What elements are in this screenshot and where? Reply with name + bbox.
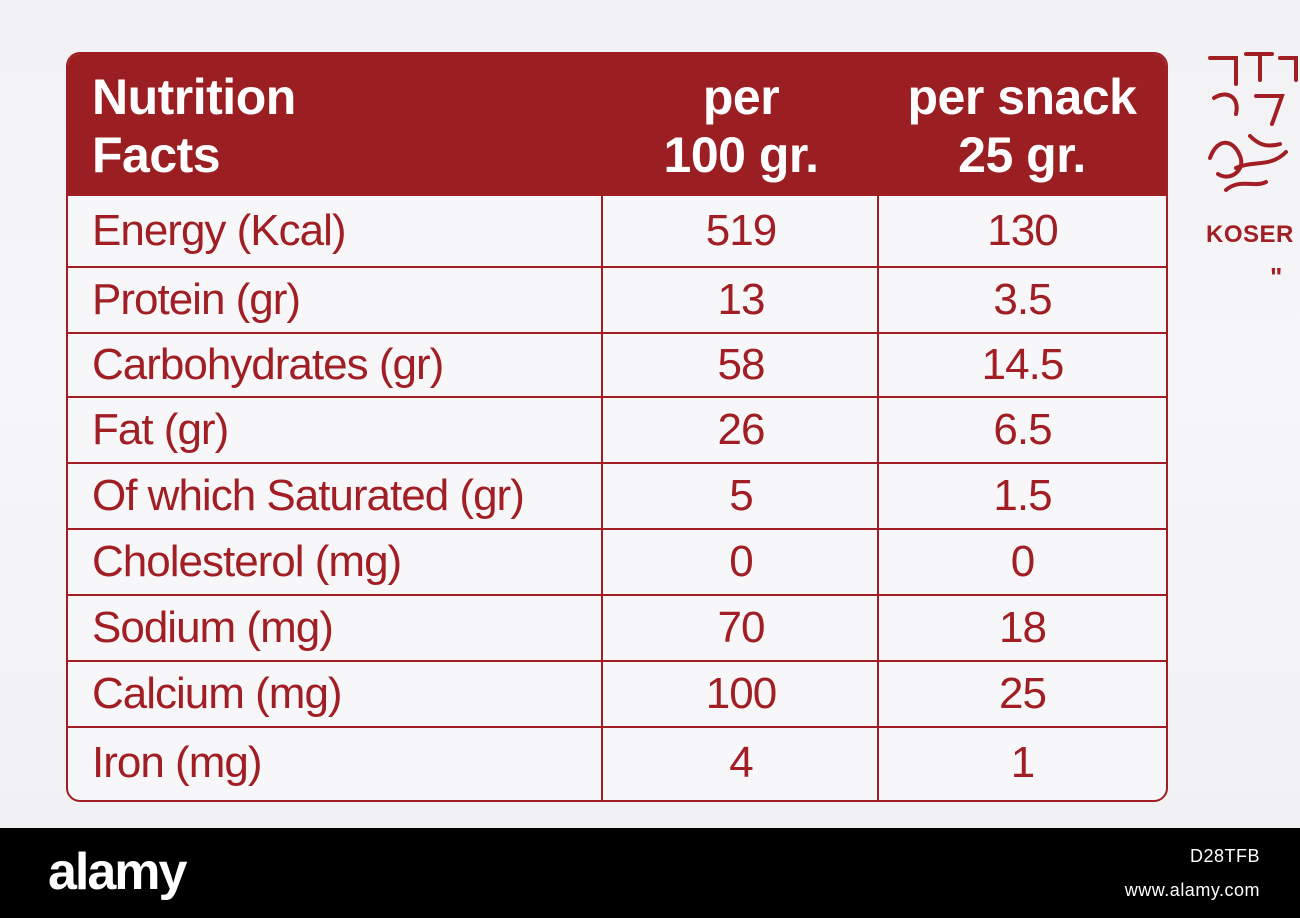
value-per-100: 100 <box>705 669 777 718</box>
table-row: Calcium (mg) 100 25 <box>68 660 1166 726</box>
value-per-100: 4 <box>729 738 753 787</box>
side-quote-mark: " <box>1270 262 1283 292</box>
header-col1-line1: per <box>702 69 780 125</box>
value-per-100: 5 <box>729 471 753 520</box>
value-per-100: 519 <box>705 206 777 255</box>
nutrient-name: Calcium (mg) <box>92 669 343 718</box>
value-per-snack: 3.5 <box>993 275 1052 324</box>
value-per-snack: 25 <box>999 669 1047 718</box>
photo: Nutrition Facts per 100 gr. per snack 25… <box>0 0 1300 828</box>
header-title: Nutrition Facts <box>92 68 452 184</box>
table-row: Carbohydrates (gr) 58 14.5 <box>68 332 1166 396</box>
stock-url: www.alamy.com <box>1124 880 1260 900</box>
value-per-100: 70 <box>717 603 766 652</box>
value-per-100: 13 <box>717 275 766 324</box>
nutrient-name: Sodium (mg) <box>92 603 334 652</box>
value-per-snack: 1 <box>1010 738 1035 787</box>
value-per-snack: 0 <box>1010 537 1035 586</box>
header-col2-line2: 25 gr. <box>958 127 1086 183</box>
value-per-snack: 130 <box>987 206 1058 255</box>
table-row: Cholesterol (mg) 0 0 <box>68 528 1166 594</box>
kosher-seal-icon <box>1208 52 1298 192</box>
header-col-per-100: per 100 gr. <box>603 68 879 184</box>
nutrient-name: Fat (gr) <box>92 405 229 454</box>
nutrient-name: Protein (gr) <box>92 275 301 324</box>
value-per-snack: 1.5 <box>993 471 1052 520</box>
value-per-snack: 14.5 <box>981 340 1065 389</box>
image-code: D28TFB <box>1189 846 1260 866</box>
nutrient-name: Energy (Kcal) <box>92 206 347 255</box>
header-col2-line1: per snack <box>907 69 1137 125</box>
value-per-snack: 18 <box>999 603 1047 652</box>
nutrient-name: Carbohydrates (gr) <box>92 340 444 389</box>
header-title-line1: Nutrition <box>92 69 296 125</box>
nutrition-facts-table: Nutrition Facts per 100 gr. per snack 25… <box>66 52 1168 802</box>
value-per-100: 0 <box>729 537 753 586</box>
nutrient-name: Iron (mg) <box>92 738 262 787</box>
header-title-line2: Facts <box>92 127 221 183</box>
column-divider <box>877 194 879 800</box>
header-col-per-snack: per snack 25 gr. <box>878 68 1166 184</box>
table-header: Nutrition Facts per 100 gr. per snack 25… <box>68 54 1166 194</box>
value-per-snack: 6.5 <box>993 405 1052 454</box>
table-row: Fat (gr) 26 6.5 <box>68 396 1166 462</box>
table-row: Protein (gr) 13 3.5 <box>68 266 1166 332</box>
table-row: Energy (Kcal) 519 130 <box>68 194 1166 266</box>
kosher-label: KOSER <box>1206 221 1294 248</box>
header-col1-line2: 100 gr. <box>663 127 819 183</box>
nutrient-name: Of which Saturated (gr) <box>92 471 525 520</box>
stock-brand-logo: alamy <box>48 843 187 901</box>
value-per-100: 26 <box>717 405 766 454</box>
value-per-100: 58 <box>717 340 766 389</box>
table-row: Sodium (mg) 70 18 <box>68 594 1166 660</box>
table-row: Of which Saturated (gr) 5 1.5 <box>68 462 1166 528</box>
nutrient-name: Cholesterol (mg) <box>92 537 402 586</box>
column-divider <box>601 194 603 800</box>
watermark-bar: alamy D28TFB www.alamy.com <box>0 828 1300 918</box>
table-row: Iron (mg) 4 1 <box>68 726 1166 798</box>
